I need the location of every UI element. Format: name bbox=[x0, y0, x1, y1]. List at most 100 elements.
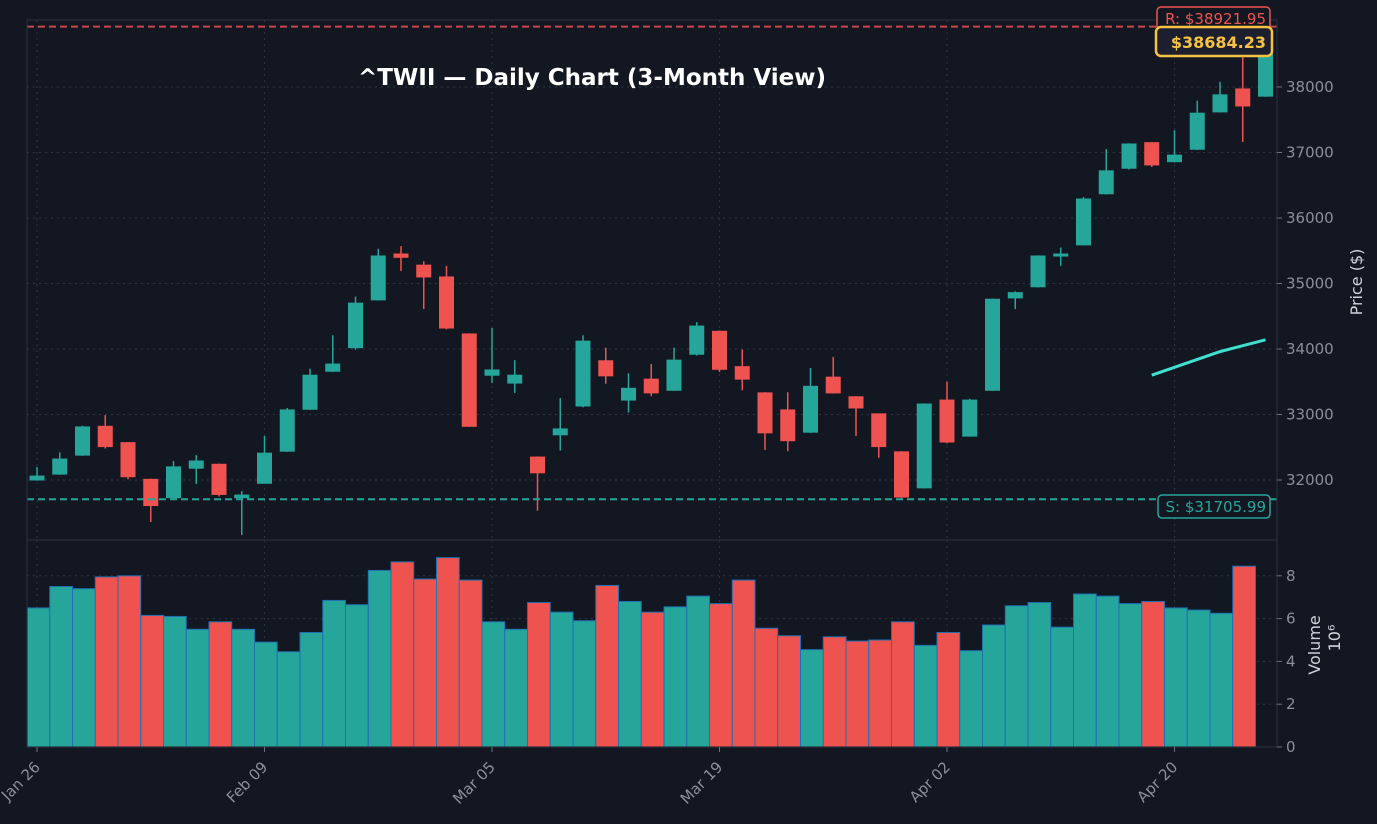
candle bbox=[939, 381, 955, 444]
volume-panel-frame bbox=[26, 539, 1278, 748]
price-tick-label: 38000 bbox=[1286, 78, 1334, 96]
candle bbox=[643, 364, 659, 397]
support-label-text: S: $31705.99 bbox=[1166, 498, 1266, 516]
volume-bar bbox=[1209, 612, 1234, 748]
candle bbox=[552, 398, 568, 451]
volume-bar bbox=[868, 639, 892, 748]
price-tick-label: 36000 bbox=[1286, 209, 1334, 227]
candle bbox=[598, 347, 614, 384]
price-tick-label: 32000 bbox=[1286, 471, 1334, 489]
price-labels: R: $38921.95 $38684.23 S: $31705.99 bbox=[1154, 6, 1274, 519]
candle bbox=[1189, 100, 1205, 150]
volume-bar bbox=[367, 569, 392, 748]
volume-bar bbox=[140, 614, 164, 748]
candle bbox=[302, 368, 318, 410]
volume-bar bbox=[481, 621, 506, 748]
volume-bar bbox=[936, 632, 961, 748]
candle bbox=[689, 322, 705, 356]
candle bbox=[325, 335, 341, 372]
support-label: S: $31705.99 bbox=[1157, 494, 1271, 519]
last-price-label-text: $38684.23 bbox=[1171, 33, 1266, 52]
candle bbox=[97, 415, 113, 449]
volume-bar bbox=[891, 621, 915, 748]
volume-bar bbox=[185, 628, 210, 748]
volume-bar bbox=[1095, 595, 1120, 748]
volume-tick-label: 2 bbox=[1286, 695, 1296, 713]
volume-bar bbox=[959, 650, 983, 748]
volume-bar bbox=[1118, 603, 1143, 748]
price-tick-label: 34000 bbox=[1286, 340, 1334, 358]
volume-bar bbox=[1232, 565, 1256, 748]
volume-bar bbox=[117, 575, 142, 748]
volume-bar bbox=[1141, 600, 1165, 748]
volume-bar bbox=[26, 607, 51, 748]
volume-bar bbox=[618, 600, 642, 748]
volume-bar bbox=[208, 621, 233, 748]
price-grid bbox=[27, 20, 1277, 540]
volume-tick-label: 6 bbox=[1286, 610, 1296, 628]
candle bbox=[1167, 130, 1182, 163]
volume-tick-label: 4 bbox=[1286, 652, 1296, 670]
volume-bar bbox=[163, 615, 187, 748]
volume-bar bbox=[413, 578, 437, 748]
volume-tick-label: 8 bbox=[1286, 567, 1296, 585]
candle bbox=[621, 373, 636, 413]
price-axis: 32000 33000 34000 35000 36000 37000 38000 bbox=[1277, 78, 1334, 489]
candle bbox=[279, 407, 295, 452]
candle bbox=[120, 442, 136, 480]
candle bbox=[1030, 255, 1046, 288]
candle bbox=[871, 413, 887, 458]
volume-bar bbox=[822, 636, 847, 748]
candle bbox=[75, 425, 90, 456]
candle bbox=[416, 261, 432, 310]
price-tick-label: 37000 bbox=[1286, 144, 1334, 162]
volume-bar bbox=[345, 604, 369, 748]
candle bbox=[734, 349, 750, 391]
volume-bar bbox=[800, 649, 824, 748]
volume-bar bbox=[390, 561, 415, 748]
price-tick-label: 35000 bbox=[1286, 275, 1334, 293]
volume-bar bbox=[458, 579, 483, 748]
candle bbox=[348, 296, 363, 350]
volume-bar bbox=[1004, 605, 1029, 748]
volume-bar bbox=[663, 606, 688, 748]
volume-bar bbox=[299, 632, 324, 748]
candle bbox=[825, 356, 841, 394]
resistance-label-text: R: $38921.95 bbox=[1165, 10, 1266, 28]
volume-axis: 0 2 4 6 8 bbox=[1277, 567, 1296, 756]
volume-bar bbox=[1186, 609, 1211, 748]
volume-bar bbox=[231, 628, 255, 748]
volume-bar bbox=[845, 640, 870, 748]
candle bbox=[848, 396, 864, 437]
volume-bar bbox=[72, 588, 96, 748]
candle bbox=[188, 455, 204, 484]
candle bbox=[1212, 81, 1228, 113]
candle bbox=[393, 246, 409, 272]
candle bbox=[507, 360, 523, 393]
volume-bar bbox=[254, 641, 278, 748]
candle bbox=[894, 451, 909, 499]
volume-bar bbox=[504, 628, 528, 748]
candle bbox=[575, 335, 591, 408]
candle bbox=[712, 330, 727, 372]
volume-tick-label: 0 bbox=[1286, 738, 1296, 756]
volume-bar bbox=[322, 599, 346, 748]
candle bbox=[666, 347, 682, 391]
candle bbox=[916, 403, 932, 489]
candle bbox=[166, 461, 181, 499]
candle bbox=[757, 392, 773, 450]
candle bbox=[1098, 149, 1114, 195]
candle bbox=[803, 367, 818, 433]
candle bbox=[1121, 143, 1137, 170]
candle bbox=[1076, 197, 1091, 246]
volume-axis-title: Volume bbox=[1305, 615, 1324, 675]
candlesticks bbox=[29, 37, 1273, 536]
candle bbox=[530, 456, 545, 511]
volume-bar bbox=[640, 611, 665, 748]
price-axis-title: Price ($) bbox=[1347, 249, 1366, 316]
resistance-label: R: $38921.95 bbox=[1156, 6, 1271, 31]
volume-bar bbox=[731, 579, 756, 748]
volume-bar bbox=[276, 651, 301, 748]
volume-bar bbox=[49, 586, 73, 748]
volume-bar bbox=[527, 602, 551, 748]
